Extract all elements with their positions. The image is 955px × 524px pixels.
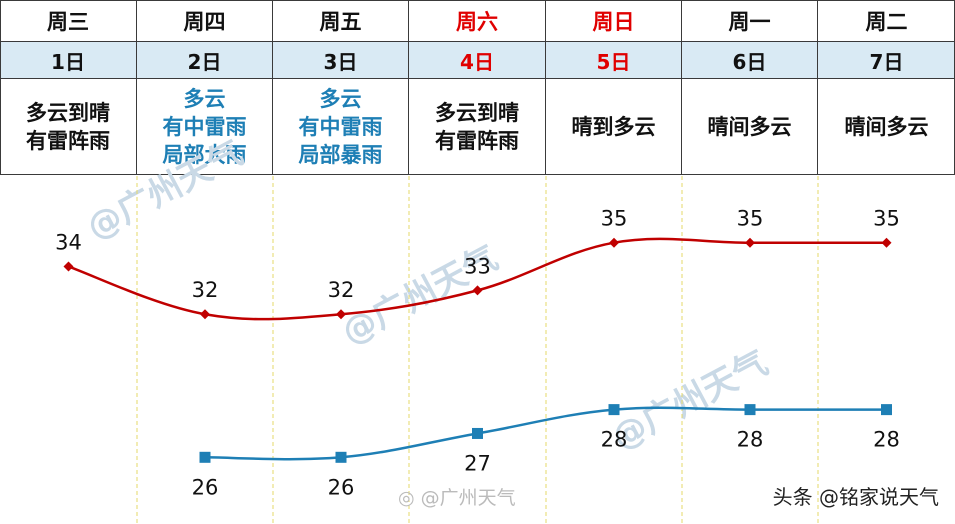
footer-credit: 头条 @铭家说天气 xyxy=(773,481,939,510)
day-label: 周四 xyxy=(137,0,273,41)
weibo-icon: ◎ xyxy=(398,487,415,509)
low-temp-marker xyxy=(881,404,892,416)
footer-source: 头条 xyxy=(772,485,813,509)
weather-line: 多云 xyxy=(183,86,226,111)
low-temp-label: 26 xyxy=(192,475,219,499)
weather-row: 多云到晴 有雷阵雨 多云 有中雷雨 局部大雨 多云 有中雷雨 局部暴雨 多云到晴 有雷阵雨 晴到多云… xyxy=(0,79,955,175)
high-temp-label: 32 xyxy=(328,278,355,302)
weather-cell: 多云到晴 有雷阵雨 xyxy=(0,79,137,175)
weather-line: 局部暴雨 xyxy=(298,142,383,167)
weather-cell: 晴间多云 xyxy=(818,79,955,175)
weather-line: 多云到晴 xyxy=(435,100,519,125)
weather-cell: 多云有中雷雨局部暴雨 xyxy=(273,79,409,175)
low-temp-marker xyxy=(744,404,756,416)
date-label: 6日 xyxy=(682,41,818,79)
day-label: 周六 xyxy=(409,0,546,41)
low-temp-line xyxy=(204,406,887,461)
day-label: 周一 xyxy=(682,0,818,41)
weather-line: 有中雷雨 xyxy=(298,114,383,139)
weibo-watermark: ◎ @广州天气 xyxy=(398,483,516,510)
date-label: 7日 xyxy=(818,41,955,79)
high-temp-marker xyxy=(472,285,483,296)
low-temp-label: 28 xyxy=(873,428,900,452)
high-temp-marker xyxy=(745,237,755,248)
date-label: 2日 xyxy=(137,41,273,79)
low-temp-marker xyxy=(608,404,620,416)
weather-line: 晴到多云 xyxy=(571,114,656,139)
low-temp-marker xyxy=(335,451,347,463)
weather-line: 有中雷雨 xyxy=(162,114,247,139)
day-label: 周日 xyxy=(546,0,682,41)
date-label: 4日 xyxy=(409,41,546,79)
low-temp-label: 28 xyxy=(601,428,628,452)
weather-line: 多云 xyxy=(319,86,362,111)
day-label: 周三 xyxy=(0,0,137,41)
weather-cell: 晴到多云 xyxy=(546,79,682,175)
high-temp-label: 32 xyxy=(192,278,219,302)
high-temp-label: 35 xyxy=(873,207,900,231)
high-temp-label: 34 xyxy=(55,231,82,255)
footer-author: @铭家说天气 xyxy=(819,485,939,509)
high-temp-marker xyxy=(63,261,74,272)
weather-cell: 多云到晴 有雷阵雨 xyxy=(409,79,546,175)
date-row: 1日 2日 3日 4日 5日 6日 7日 xyxy=(0,41,955,79)
weather-cell: 晴间多云 xyxy=(682,79,818,175)
weather-line: 有雷阵雨 xyxy=(435,128,519,153)
date-label: 3日 xyxy=(273,41,409,79)
weather-line: 有雷阵雨 xyxy=(26,128,110,153)
date-label: 5日 xyxy=(546,41,682,79)
watermark-text: @广州天气 xyxy=(80,133,249,248)
high-temp-label: 35 xyxy=(601,207,628,231)
weather-cell: 多云有中雷雨局部大雨 xyxy=(137,79,273,175)
weather-line: 晴间多云 xyxy=(844,114,929,139)
high-temp-marker xyxy=(336,309,346,320)
weibo-handle: @广州天气 xyxy=(420,487,516,509)
date-label: 1日 xyxy=(0,41,137,79)
low-temp-marker xyxy=(199,451,211,463)
day-label: 周二 xyxy=(818,0,955,41)
low-temp-marker xyxy=(472,427,483,439)
high-temp-label: 35 xyxy=(737,207,764,231)
high-temp-marker xyxy=(881,237,892,248)
weather-line: 多云到晴 xyxy=(26,100,110,125)
weather-line: 晴间多云 xyxy=(707,114,792,139)
low-temp-label: 26 xyxy=(328,475,355,499)
day-label: 周五 xyxy=(273,0,409,41)
day-row: 周三 周四 周五 周六 周日 周一 周二 xyxy=(0,0,955,41)
low-temp-label: 28 xyxy=(737,428,764,452)
high-temp-marker xyxy=(200,309,210,320)
high-temp-label: 33 xyxy=(464,254,491,278)
low-temp-label: 27 xyxy=(464,451,491,475)
weather-line: 局部大雨 xyxy=(162,142,247,167)
high-temp-marker xyxy=(609,237,619,248)
